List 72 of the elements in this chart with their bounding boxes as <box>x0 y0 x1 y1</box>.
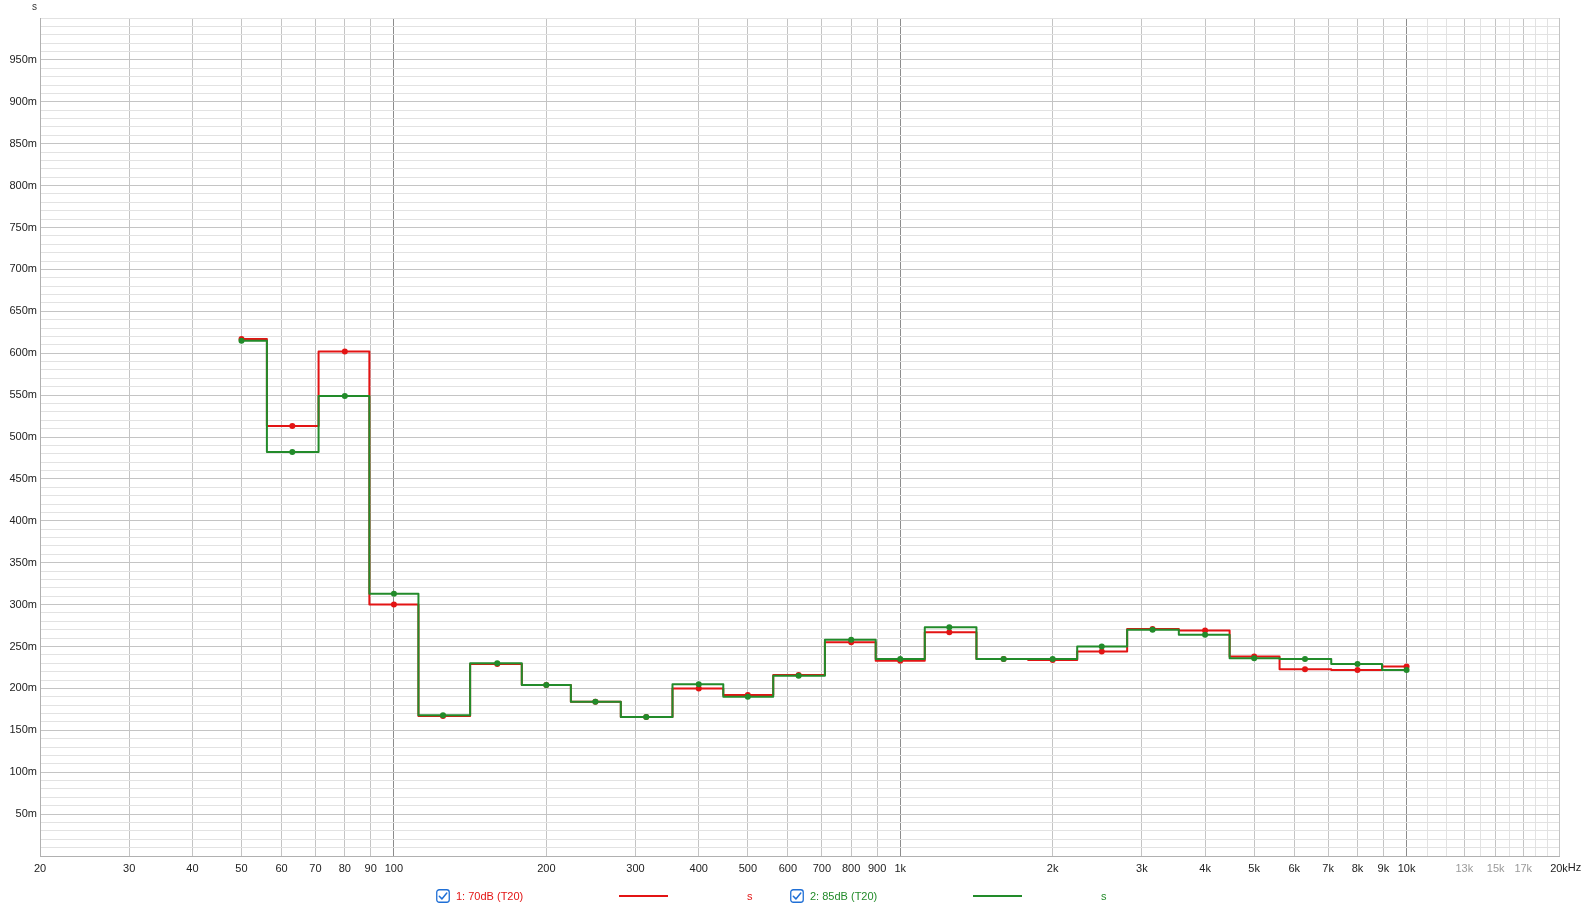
y-tick-label: 500m <box>9 430 37 443</box>
y-tick-label: 50m <box>15 807 37 820</box>
x-tick-label: 80 <box>338 861 351 874</box>
y-tick-label: 450m <box>9 471 37 484</box>
x-tick-label: 30 <box>123 861 136 874</box>
x-tick-label: 300 <box>626 861 645 874</box>
point <box>1098 648 1105 655</box>
y-tick-label: 250m <box>9 639 37 652</box>
point <box>289 423 296 430</box>
x-tick-label: 20k <box>1550 861 1569 874</box>
y-tick-label: 900m <box>9 94 37 107</box>
x-tick-label: 40 <box>186 861 199 874</box>
x-tick-label: 1k <box>894 861 907 874</box>
x-tick-label: 15k <box>1486 861 1506 874</box>
point <box>695 681 702 688</box>
y-tick-label: 750m <box>9 220 37 233</box>
point <box>1301 656 1308 663</box>
text: 2: 85dB (T20) <box>810 889 878 903</box>
x-tick-label: 17k <box>1514 861 1533 874</box>
x-tick-label: 700 <box>812 861 831 874</box>
y-tick-label: 700m <box>9 262 37 275</box>
point <box>1301 666 1308 673</box>
point <box>1098 643 1105 650</box>
point <box>390 590 397 597</box>
x-tick-label: 800 <box>842 861 861 874</box>
point <box>390 601 397 608</box>
x-tick-label: 5k <box>1248 861 1261 874</box>
x-tick-label: 50 <box>235 861 248 874</box>
x-tick-label: 400 <box>689 861 708 874</box>
x-tick-label: 90 <box>364 861 377 874</box>
x-tick-label: 3k <box>1136 861 1149 874</box>
x-tick-label: 4k <box>1199 861 1212 874</box>
x-tick-label: 100 <box>384 861 404 874</box>
x-tick-label: 2k <box>1046 861 1059 874</box>
y-axis-title: s <box>32 1 37 13</box>
x-tick-label: 900 <box>867 861 887 874</box>
point <box>946 629 953 636</box>
y-tick-label: 550m <box>9 388 37 401</box>
text: 1: 70dB (T20) <box>456 889 524 903</box>
x-tick-label: 7k <box>1322 861 1335 874</box>
y-tick-label: 300m <box>9 597 37 610</box>
x-tick-label: 9k <box>1377 861 1390 874</box>
point <box>1354 666 1361 673</box>
text: s <box>747 890 753 902</box>
y-tick-label: 850m <box>9 136 37 149</box>
x-tick-label: 600 <box>778 861 798 874</box>
y-tick-label: 600m <box>9 346 37 359</box>
x-tick-label: 8k <box>1351 861 1364 874</box>
x-tick-label: 13k <box>1455 861 1474 874</box>
x-tick-label: 200 <box>537 861 556 874</box>
point <box>289 449 296 456</box>
x-tick-label: 500 <box>738 861 757 874</box>
y-tick-label: 800m <box>9 178 37 191</box>
x-tick-label: 6k <box>1288 861 1301 874</box>
y-tick-label: 950m <box>9 52 37 65</box>
y-tick-label: 400m <box>9 513 37 526</box>
x-tick-label: 60 <box>275 861 288 874</box>
y-tick-label: 150m <box>9 723 37 736</box>
y-tick-label: 100m <box>9 765 37 778</box>
x-tick-label: 10k <box>1397 861 1416 874</box>
y-tick-label: 350m <box>9 555 37 568</box>
x-tick-label: 70 <box>309 861 322 874</box>
point <box>341 392 348 399</box>
y-tick-label: 650m <box>9 304 37 317</box>
point <box>1354 661 1361 668</box>
y-tick-label: 200m <box>9 681 37 694</box>
x-axis-title: Hz <box>1567 861 1582 874</box>
point <box>341 348 348 355</box>
x-tick-label: 20 <box>33 861 47 874</box>
text: s <box>1101 890 1107 902</box>
point <box>946 624 953 631</box>
point <box>1202 631 1209 638</box>
